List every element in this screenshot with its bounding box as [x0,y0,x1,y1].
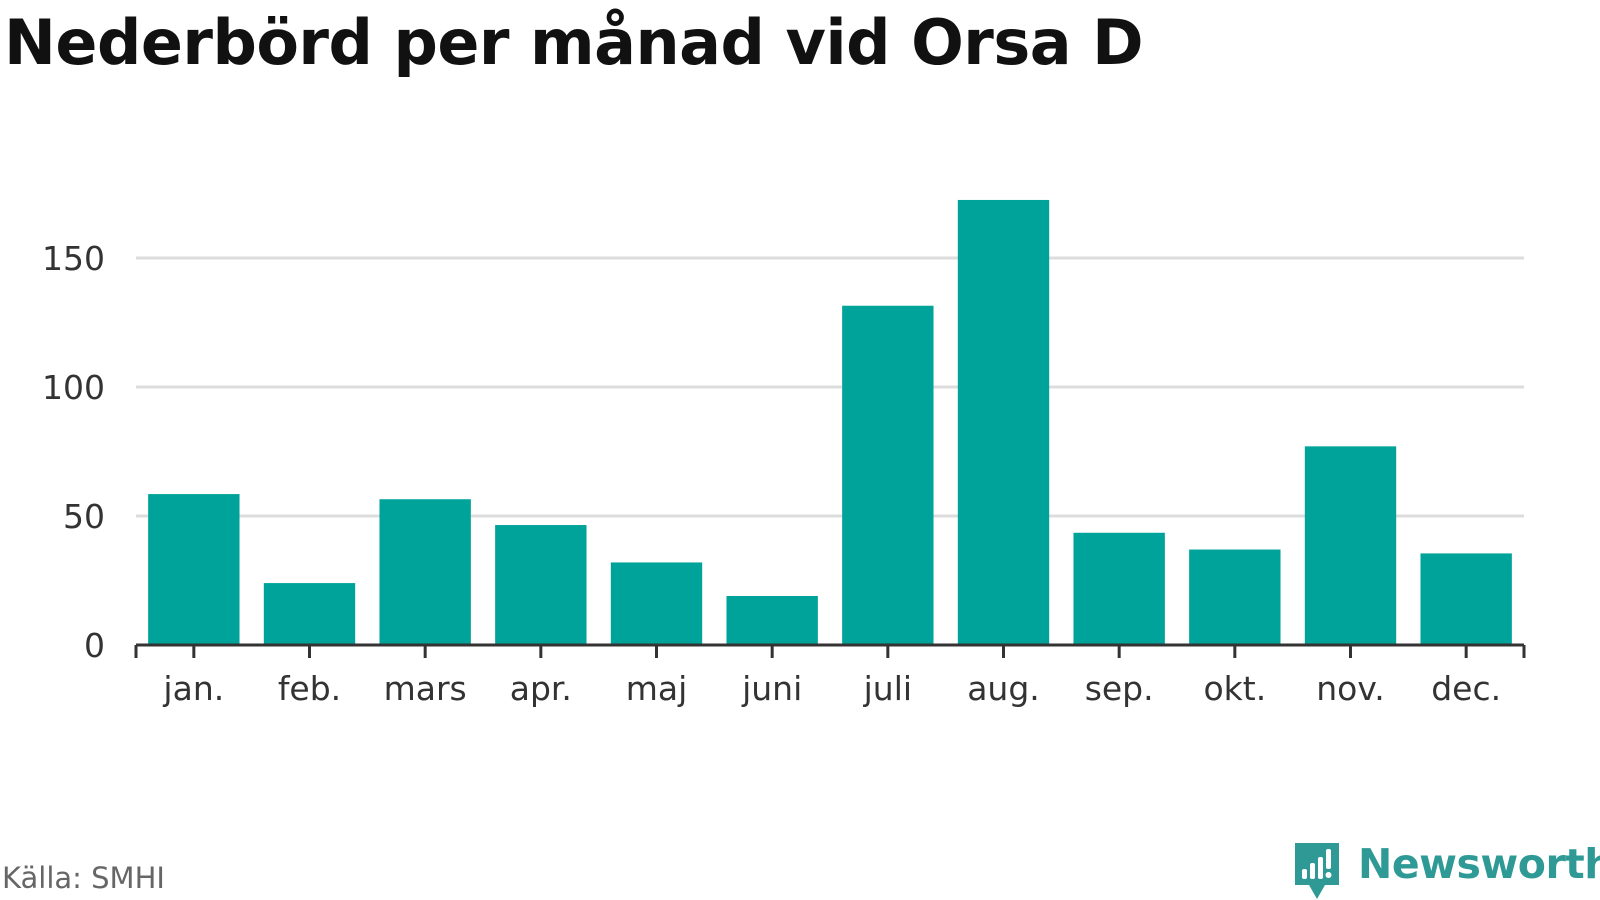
x-tick-label: juni [741,669,802,708]
bar [1073,532,1165,645]
bar [379,499,471,645]
brand-logo: Newsworthy [1292,840,1600,900]
y-tick-label: 50 [63,497,105,536]
bar [1304,446,1397,645]
x-tick-label: juli [863,669,912,708]
y-tick-label: 100 [42,368,105,407]
y-tick-label: 0 [84,626,105,665]
bar [957,199,1050,645]
x-tick-label: sep. [1085,669,1154,708]
x-tick-label: feb. [278,669,341,708]
bar [842,305,934,645]
bar [263,583,356,645]
x-tick-label: nov. [1316,669,1385,708]
y-tick-label: 150 [42,239,105,278]
x-tick-label: maj [626,669,688,708]
y-axis-tick-labels: 0 50 100 150 [42,239,105,665]
bar [726,595,818,645]
x-tick-label: dec. [1431,669,1501,708]
x-tick-label: apr. [510,669,572,708]
bar [1189,549,1281,645]
bar [495,525,587,645]
x-tick-label: aug. [967,669,1040,708]
x-tick-label: mars [384,669,467,708]
x-tick-label: okt. [1203,669,1266,708]
gridlines [136,256,1524,518]
x-axis [134,643,1526,658]
bar [148,494,240,645]
bar [1420,553,1512,645]
source-note: Källa: SMHI [2,861,165,895]
bars [148,199,1512,645]
chart-title: Nederbörd per månad vid Orsa D [4,6,1144,79]
x-axis-tick-labels: jan. feb. mars apr. maj juni juli aug. sep. okt. n… [162,669,1501,708]
newsworthy-logo-icon [1295,843,1339,899]
bar [610,562,703,645]
x-tick-label: jan. [162,669,224,708]
brand-name: Newsworthy [1358,840,1600,888]
